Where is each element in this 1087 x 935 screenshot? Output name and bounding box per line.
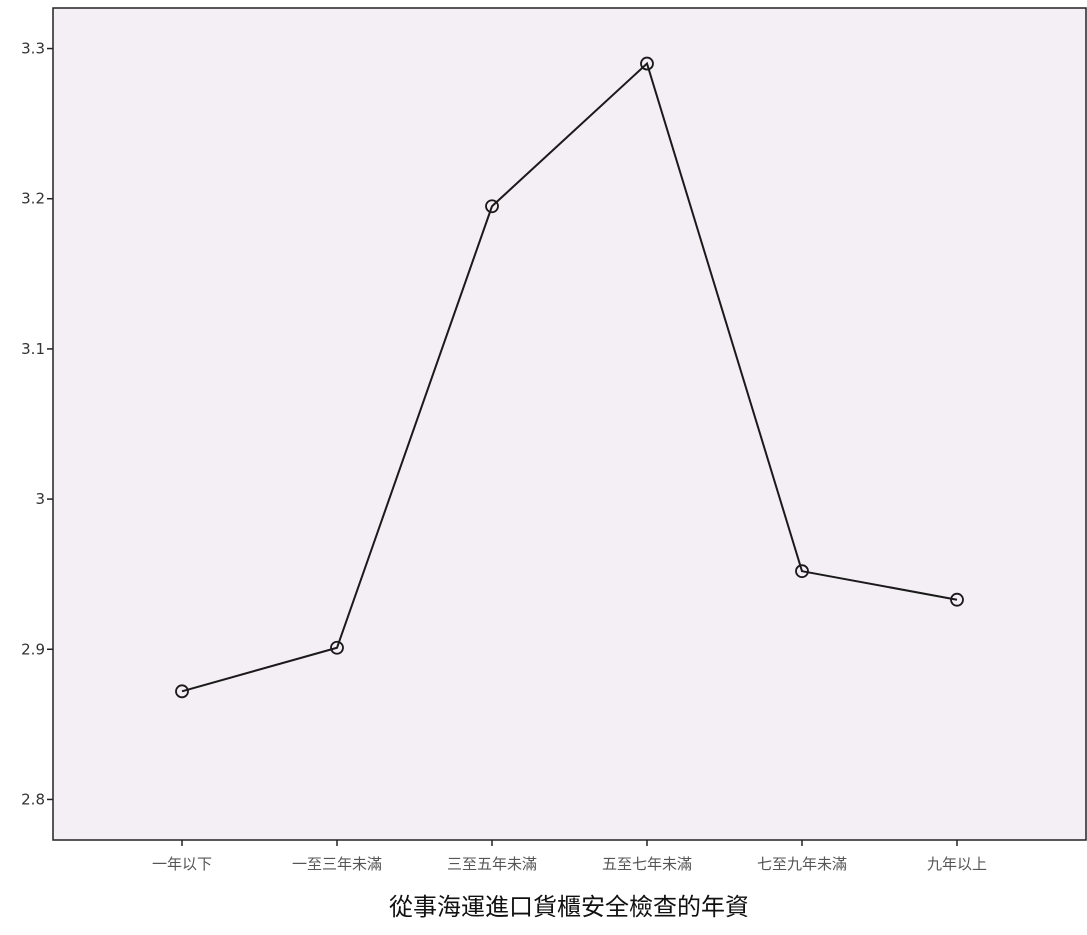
data-point [485,199,499,214]
y-tick-label: 2.9 [21,640,45,658]
series-line [181,61,958,693]
x-axis: 一年以下 一至三年未滿 三至五年未滿 五至七年未滿 七至九年未滿 九年以上 [152,840,987,873]
data-points [175,56,964,699]
data-point [640,56,654,71]
data-point [330,640,344,655]
x-tick-label: 五至七年未滿 [602,855,692,873]
x-tick-label: 一年以下 [152,855,212,873]
plot-area [52,7,1087,841]
y-tick-label: 3 [35,490,45,508]
y-axis: 2.8 2.9 3 3.1 3.2 3.3 [21,40,53,808]
x-tick-label: 三至五年未滿 [447,855,537,873]
x-tick-label: 七至九年未滿 [757,855,847,873]
data-point [795,564,809,579]
y-tick-label: 3.3 [21,40,45,58]
x-axis-title: 從事海運進口貨櫃安全檢查的年資 [389,893,749,921]
x-tick-label: 一至三年未滿 [292,855,382,873]
y-tick-label: 3.1 [21,340,45,358]
y-tick-label: 2.8 [21,790,45,808]
x-tick-label: 九年以上 [927,855,987,873]
data-point [175,684,189,699]
y-tick-label: 3.2 [21,190,45,208]
data-point [950,592,964,607]
